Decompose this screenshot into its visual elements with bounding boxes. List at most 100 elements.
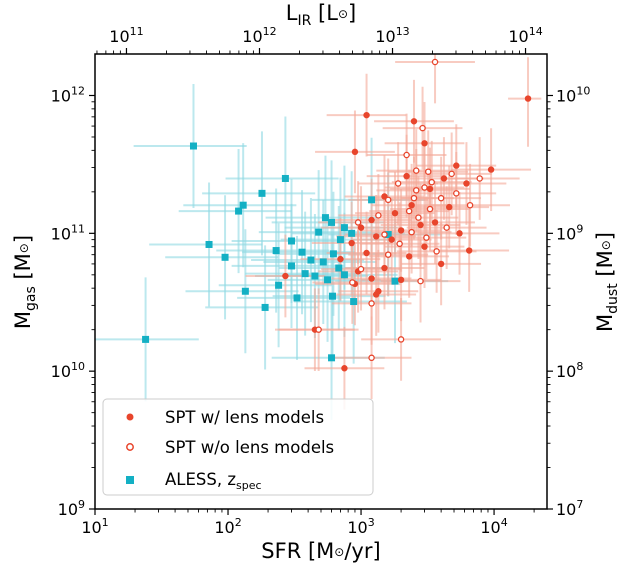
aless-point bbox=[391, 277, 399, 285]
spt-lens-point bbox=[388, 236, 395, 243]
spt-nolens-point bbox=[354, 219, 362, 226]
top-tick-label: 1014 bbox=[508, 25, 542, 46]
spt-lens-point bbox=[368, 275, 375, 282]
aless-point bbox=[328, 218, 336, 226]
spt-lens-point bbox=[453, 162, 460, 169]
legend-marker-spt-nolens bbox=[126, 443, 134, 451]
spt-lens-point bbox=[487, 166, 495, 173]
spt-lens-point bbox=[348, 239, 355, 247]
aless-point bbox=[340, 224, 348, 232]
aless-point bbox=[258, 189, 266, 197]
aless-point bbox=[293, 294, 301, 302]
aless-point bbox=[298, 248, 306, 256]
aless-point bbox=[307, 256, 315, 264]
legend-marker-aless bbox=[126, 476, 134, 484]
spt-nolens-point bbox=[476, 175, 483, 182]
legend-label-spt-nolens: SPT w/o lens models bbox=[165, 438, 334, 457]
spt-lens-point bbox=[446, 203, 453, 211]
spt-lens-point bbox=[465, 247, 473, 254]
spt-nolens-point bbox=[417, 277, 424, 285]
aless-point bbox=[239, 201, 247, 209]
x-tick-label: 103 bbox=[347, 516, 374, 537]
aless-point bbox=[348, 229, 356, 237]
legend: SPT w/ lens models SPT w/o lens models A… bbox=[102, 398, 374, 496]
x-tick-label: 101 bbox=[81, 516, 108, 537]
spt-lens-point bbox=[403, 172, 410, 180]
spt-nolens-point bbox=[384, 196, 392, 204]
x-tick-label: 104 bbox=[480, 516, 507, 537]
spt-nolens-point bbox=[315, 326, 322, 333]
top-tick-label: 1011 bbox=[109, 25, 143, 46]
y-tick-label: 1011 bbox=[51, 222, 85, 243]
spt-lens-point bbox=[437, 260, 445, 268]
spt-nolens-point bbox=[419, 124, 426, 132]
right-tick-label: 109 bbox=[556, 222, 583, 243]
aless-point bbox=[261, 303, 269, 311]
spt-lens-point bbox=[337, 255, 344, 263]
spt-nolens-point bbox=[384, 251, 392, 258]
spt-lens-point bbox=[363, 111, 370, 119]
legend-box bbox=[102, 398, 374, 496]
aless-point bbox=[335, 264, 343, 272]
spt-lens-point bbox=[381, 264, 388, 272]
aless-point bbox=[328, 292, 336, 300]
spt-lens-point bbox=[351, 148, 359, 156]
spt-nolens-point bbox=[405, 207, 413, 215]
spt-nolens-point bbox=[368, 354, 375, 362]
spt-nolens-point bbox=[410, 194, 418, 202]
spt-nolens-point bbox=[453, 190, 460, 197]
spt-nolens-point bbox=[423, 234, 430, 241]
aless-point bbox=[336, 236, 344, 244]
right-tick-label: 107 bbox=[556, 498, 583, 519]
right-tick-label: 1010 bbox=[556, 84, 590, 105]
spt-lens-point bbox=[397, 227, 405, 234]
spt-nolens-point bbox=[431, 58, 439, 66]
spt-lens-point bbox=[421, 140, 428, 147]
y-axis-label: Mgas [M⊙] bbox=[11, 235, 39, 329]
spt-lens-point bbox=[524, 95, 532, 102]
spt-lens-point bbox=[456, 230, 463, 237]
spt-nolens-point bbox=[381, 231, 388, 238]
aless-point bbox=[241, 287, 249, 295]
spt-lens-point bbox=[463, 180, 470, 187]
x-axis-label: SFR [M⊙/yr] bbox=[261, 539, 380, 563]
aless-point bbox=[319, 258, 327, 266]
aless-point bbox=[384, 231, 392, 239]
y-tick-label: 109 bbox=[58, 498, 85, 519]
aless-point bbox=[324, 276, 332, 284]
spt-lens-point bbox=[431, 219, 439, 226]
spt-lens-point bbox=[357, 224, 365, 231]
spt-lens-point bbox=[426, 185, 434, 193]
aless-point bbox=[221, 253, 229, 261]
spt-nolens-point bbox=[448, 170, 455, 178]
top-tick-label: 1012 bbox=[242, 25, 276, 46]
aless-point bbox=[235, 207, 243, 215]
aless-point bbox=[315, 228, 323, 236]
spt-lens-point bbox=[397, 276, 405, 284]
spt-lens-point bbox=[363, 249, 370, 257]
aless-point bbox=[329, 250, 337, 258]
spt-nolens-point bbox=[375, 212, 382, 219]
axis-ticks: 101 102 103 104 1011 1012 1013 1014 109 1010 1011 1… bbox=[51, 25, 591, 537]
aless-point bbox=[287, 262, 295, 270]
spt-nolens-point bbox=[428, 178, 435, 186]
spt-nolens-point bbox=[397, 336, 405, 343]
aless-point bbox=[275, 281, 283, 289]
spt-nolens-point bbox=[408, 228, 415, 236]
right-tick-label: 108 bbox=[556, 360, 583, 381]
spt-nolens-point bbox=[424, 168, 432, 175]
spt-lens-point bbox=[417, 221, 424, 229]
spt-lens-point bbox=[373, 233, 380, 240]
spt-nolens-point bbox=[426, 205, 434, 213]
y-tick-label: 1010 bbox=[51, 360, 85, 381]
spt-nolens-point bbox=[437, 194, 445, 202]
spt-lens-point bbox=[421, 243, 428, 250]
spt-nolens-point bbox=[412, 187, 420, 194]
aless-point bbox=[301, 270, 309, 278]
spt-lens-point bbox=[410, 118, 418, 125]
top-tick-label: 1013 bbox=[375, 25, 409, 46]
aless-point bbox=[311, 272, 319, 280]
error-bars bbox=[95, 54, 542, 420]
y-tick-label: 1012 bbox=[51, 84, 85, 105]
